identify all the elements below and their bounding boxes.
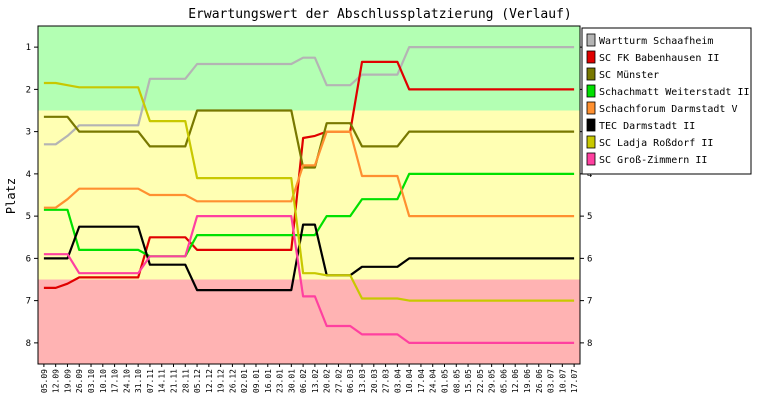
x-tick-label: 21.11	[170, 369, 179, 393]
x-tick-label: 23.01	[276, 369, 285, 393]
y-tick-label-right: 8	[587, 339, 592, 349]
x-tick-label: 05.09	[40, 369, 49, 393]
x-tick-label: 09.01	[252, 369, 261, 393]
legend-swatch	[586, 135, 596, 149]
x-tick-label: 26.09	[75, 369, 84, 393]
zone-band-3	[38, 279, 580, 364]
chart-title: Erwartungswert der Abschlussplatzierung …	[188, 7, 572, 22]
legend-label: Schachmatt Weiterstadt II	[599, 87, 750, 98]
y-tick-label: 2	[26, 85, 31, 95]
legend-box	[581, 27, 752, 175]
x-axis-ticks: 05.09 12.09 19.09 26.09 03.10 10.10 17.10 24.10…	[40, 364, 579, 393]
x-tick-label: 10.07	[558, 369, 567, 393]
y-tick-label: 1	[26, 43, 31, 53]
y-tick-label: 4	[26, 170, 31, 180]
x-tick-label: 19.06	[523, 369, 532, 393]
x-tick-label: 03.10	[87, 369, 96, 393]
x-tick-label: 17.04	[417, 369, 426, 393]
x-tick-label: 12.06	[511, 369, 520, 393]
zone-band-1	[38, 26, 580, 111]
x-tick-label: 06.02	[299, 369, 308, 393]
x-tick-label: 24.10	[122, 369, 131, 393]
x-tick-label: 27.03	[382, 369, 391, 393]
x-tick-label: 17.10	[111, 369, 120, 393]
legend-swatch	[586, 50, 596, 64]
legend-swatch	[586, 118, 596, 132]
legend-swatch	[586, 101, 596, 115]
legend-label: Wartturm Schaafheim	[599, 36, 713, 47]
series-line-3	[43, 109, 575, 169]
legend-label: SC Münster	[599, 70, 659, 81]
series-line-4	[43, 172, 575, 258]
x-tick-label: 19.09	[64, 369, 73, 393]
legend: Wartturm Schaafheim SC FK Babenhausen II S…	[581, 27, 752, 175]
series-line-2	[43, 60, 575, 289]
y-tick-label: 6	[26, 254, 31, 264]
x-tick-label: 13.02	[311, 369, 320, 393]
x-tick-label: 22.05	[476, 369, 485, 393]
x-tick-label: 12.09	[52, 369, 61, 393]
background-zones	[38, 26, 580, 364]
x-tick-label: 03.04	[393, 369, 402, 393]
x-tick-label: 26.12	[228, 369, 237, 393]
y-tick-label-right: 7	[587, 297, 592, 307]
x-tick-label: 16.01	[264, 369, 273, 393]
y-tick-label-right: 4	[587, 170, 592, 180]
x-tick-label: 20.03	[370, 369, 379, 393]
series-line-7	[43, 81, 575, 302]
x-tick-label: 05.06	[499, 369, 508, 393]
series-line-6	[43, 223, 575, 292]
x-tick-label: 27.02	[335, 369, 344, 393]
y-tick-label: 7	[26, 297, 31, 307]
legend-label: SC Ladja Roßdorf II	[599, 138, 713, 149]
series-lines	[43, 45, 575, 344]
zone-band-2	[38, 110, 580, 280]
x-tick-label: 28.11	[181, 369, 190, 393]
x-tick-label: 03.07	[547, 369, 556, 393]
legend-swatch	[586, 152, 596, 166]
x-tick-label: 19.12	[217, 369, 226, 393]
x-tick-label: 10.10	[99, 369, 108, 393]
series-line-5	[43, 130, 575, 218]
x-tick-label: 17.07	[570, 369, 579, 393]
y-tick-label-right: 6	[587, 254, 592, 264]
y-tick-label: 3	[26, 128, 31, 138]
legend-label: TEC Darmstadt II	[599, 121, 695, 132]
legend-label: SC Groß-Zimmern II	[599, 155, 707, 166]
x-tick-label: 14.11	[158, 369, 167, 393]
x-tick-label: 07.11	[146, 369, 155, 393]
series-line-8	[43, 215, 575, 344]
x-tick-label: 05.12	[193, 369, 202, 393]
legend-label: Schachforum Darmstadt V	[599, 104, 737, 115]
x-tick-label: 06.03	[346, 369, 355, 393]
y-axis-label: Platz	[4, 178, 18, 214]
x-tick-label: 29.05	[488, 369, 497, 393]
x-tick-label: 26.06	[535, 369, 544, 393]
x-tick-label: 13.03	[358, 369, 367, 393]
x-tick-label: 31.10	[134, 369, 143, 393]
y-tick-label: 8	[26, 339, 31, 349]
x-tick-label: 20.02	[323, 369, 332, 393]
x-tick-label: 02.01	[240, 369, 249, 393]
plot-frame	[37, 25, 581, 365]
x-tick-label: 10.04	[405, 369, 414, 393]
x-tick-label: 12.12	[205, 369, 214, 393]
x-tick-label: 01.05	[441, 369, 450, 393]
series-line-1	[43, 45, 575, 146]
y-tick-label-right: 5	[587, 212, 592, 222]
legend-swatch	[586, 84, 596, 98]
legend-swatch	[586, 67, 596, 81]
legend-swatch	[586, 33, 596, 47]
legend-label: SC FK Babenhausen II	[599, 53, 719, 64]
x-tick-label: 30.01	[287, 369, 296, 393]
x-tick-label: 24.04	[429, 369, 438, 393]
x-tick-label: 08.05	[452, 369, 461, 393]
y-tick-label: 5	[26, 212, 31, 222]
x-tick-label: 15.05	[464, 369, 473, 393]
